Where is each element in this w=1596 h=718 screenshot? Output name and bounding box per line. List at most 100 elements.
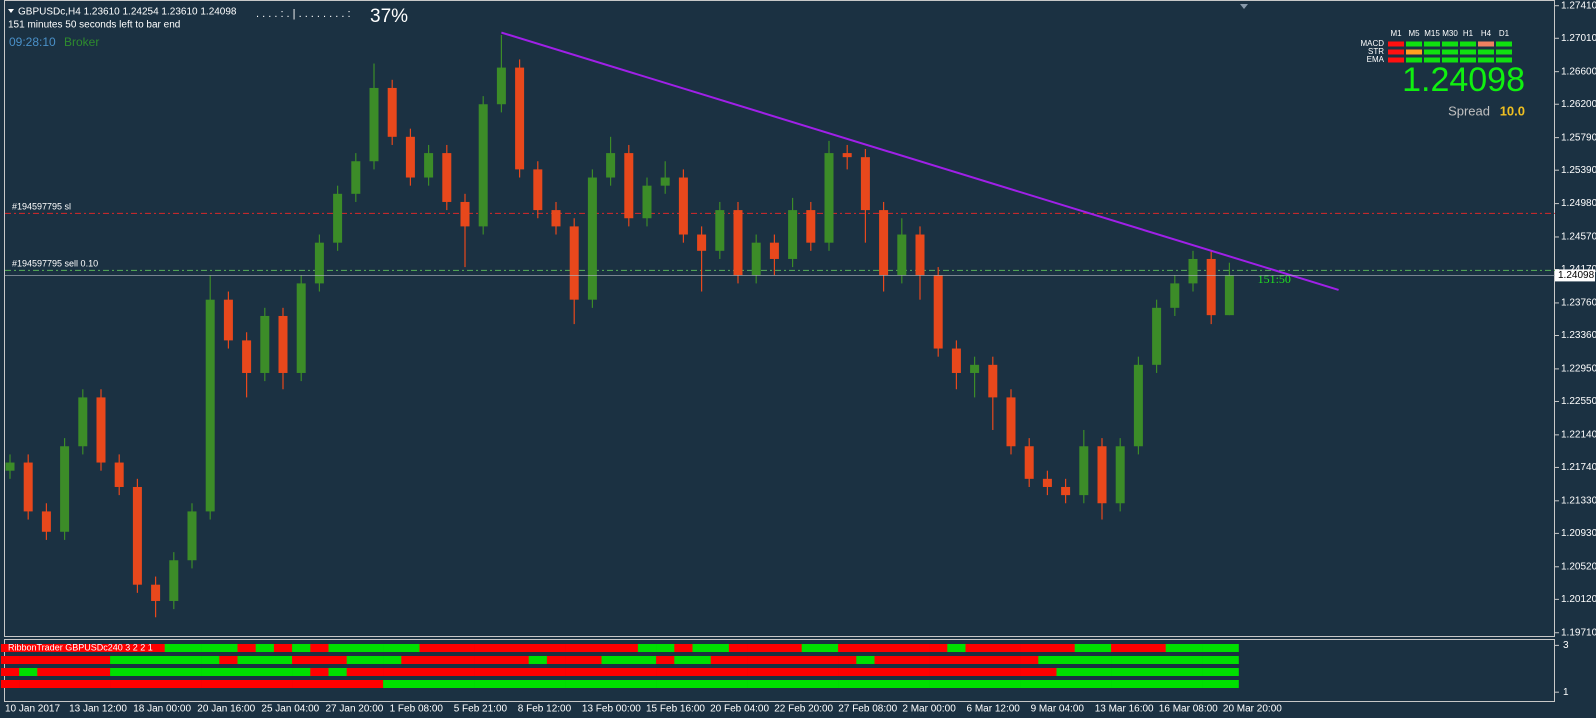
ribbon-cell bbox=[364, 656, 384, 664]
y-tick-label: 1.22950 bbox=[1561, 364, 1596, 375]
indicator-cell bbox=[1406, 41, 1422, 47]
y-tick-label: 1.21330 bbox=[1561, 495, 1596, 506]
ribbon-cell bbox=[1220, 668, 1239, 676]
candle-body bbox=[424, 153, 434, 178]
ribbon-cell bbox=[710, 680, 730, 688]
symbol-menu-arrow[interactable] bbox=[8, 9, 14, 13]
candle-body bbox=[1024, 446, 1034, 479]
ribbon-cell bbox=[0, 644, 20, 652]
ribbon-cell bbox=[947, 656, 966, 664]
x-tick-label: 13 Jan 12:00 bbox=[69, 704, 127, 715]
ribbon-cell bbox=[1111, 668, 1130, 676]
x-tick-label: 27 Feb 08:00 bbox=[838, 704, 897, 715]
order-level-label: #194597795 sell 0.10 bbox=[12, 259, 98, 269]
ribbon-cell bbox=[128, 680, 147, 688]
ribbon-cell bbox=[164, 680, 184, 688]
trendline bbox=[501, 31, 1339, 291]
ribbon-cell bbox=[546, 668, 566, 676]
timeframe-label: H4 bbox=[1481, 29, 1492, 38]
indicator-cell bbox=[1478, 41, 1494, 47]
candle-body bbox=[1152, 307, 1162, 365]
y-tick-label: 1.23760 bbox=[1561, 298, 1596, 309]
indicator-label: MACD bbox=[1360, 39, 1384, 48]
spread-value: 10.0 bbox=[1500, 103, 1525, 118]
ribbon-cell bbox=[182, 668, 202, 676]
candle-body bbox=[351, 161, 361, 194]
candle-body bbox=[1170, 283, 1180, 308]
ribbon-cell bbox=[965, 656, 984, 664]
ribbon-cell bbox=[747, 656, 766, 664]
ribbon-cell bbox=[146, 656, 165, 664]
ribbon-cell bbox=[565, 668, 584, 676]
order-level-label: #194597795 sl bbox=[12, 202, 71, 212]
ribbon-cell bbox=[801, 656, 821, 664]
candle-body bbox=[715, 210, 725, 251]
x-tick-label: 20 Jan 16:00 bbox=[197, 704, 255, 715]
y-tick-label: 1.27410 bbox=[1561, 0, 1596, 11]
ribbon-cell bbox=[164, 644, 184, 652]
ribbon-cell bbox=[73, 656, 93, 664]
x-tick-label: 13 Feb 00:00 bbox=[582, 704, 641, 715]
x-tick-label: 22 Feb 20:00 bbox=[774, 704, 833, 715]
ribbon-cell bbox=[1092, 668, 1112, 676]
indicator-cell bbox=[1460, 57, 1476, 63]
candle-body bbox=[223, 299, 233, 341]
ribbon-cell bbox=[874, 668, 893, 676]
x-tick-label: 8 Feb 12:00 bbox=[518, 704, 572, 715]
ribbon-cell bbox=[110, 680, 129, 688]
ribbon-cell bbox=[19, 668, 38, 676]
ribbon-cell bbox=[528, 644, 548, 652]
ribbon-cell bbox=[219, 680, 238, 688]
candle-body bbox=[478, 104, 488, 227]
ribbon-cell bbox=[237, 668, 256, 676]
ribbon-cell bbox=[474, 668, 493, 676]
ribbon-cell bbox=[437, 680, 457, 688]
ribbon-cell bbox=[783, 668, 802, 676]
ribbon-cell bbox=[674, 644, 693, 652]
ribbon-cell bbox=[892, 644, 912, 652]
ribbon-cell bbox=[1111, 656, 1130, 664]
candle-body bbox=[1115, 446, 1125, 504]
ribbon-cell bbox=[1074, 680, 1094, 688]
ribbon-cell bbox=[710, 656, 730, 664]
y-tick-label: 1.22140 bbox=[1561, 429, 1596, 440]
ribbon-cell bbox=[73, 644, 93, 652]
indicator-cell bbox=[1478, 57, 1494, 63]
ribbon-cell bbox=[656, 668, 675, 676]
ribbon-cell bbox=[965, 668, 984, 676]
ribbon-cell bbox=[73, 680, 93, 688]
timeframe-label: M30 bbox=[1442, 29, 1458, 38]
ribbon-cell bbox=[19, 656, 38, 664]
ribbon-cell bbox=[1129, 668, 1148, 676]
candle-body bbox=[970, 364, 980, 373]
ribbon-cell bbox=[546, 644, 566, 652]
y-tick-label: 1.26200 bbox=[1561, 99, 1596, 110]
ribbon-cell bbox=[528, 680, 548, 688]
ribbon-cell bbox=[328, 656, 347, 664]
ribbon-cell bbox=[838, 644, 857, 652]
ribbon-cell bbox=[583, 644, 602, 652]
ribbon-cell bbox=[1020, 668, 1039, 676]
ribbon-cell bbox=[474, 644, 493, 652]
ribbon-cell bbox=[0, 668, 20, 676]
ribbon-cell bbox=[856, 668, 875, 676]
ribbon-cell bbox=[601, 668, 620, 676]
ribbon-cell bbox=[1038, 680, 1057, 688]
x-tick-label: 20 Mar 20:00 bbox=[1223, 704, 1282, 715]
ribbon-cell bbox=[37, 644, 56, 652]
indicator-cell bbox=[1442, 41, 1458, 47]
ribbon-cell bbox=[1165, 656, 1185, 664]
ribbon-cell bbox=[219, 644, 238, 652]
x-tick-label: 20 Feb 04:00 bbox=[710, 704, 769, 715]
ribbon-cell bbox=[765, 668, 784, 676]
ribbon-cell bbox=[874, 656, 893, 664]
ribbon-cell bbox=[619, 668, 639, 676]
ribbon-cell bbox=[965, 680, 984, 688]
ribbon-cell bbox=[492, 644, 511, 652]
ribbon-cell bbox=[237, 680, 256, 688]
ribbon-cell bbox=[546, 656, 566, 664]
ribbon-cell bbox=[346, 680, 366, 688]
ribbon-cell bbox=[510, 644, 529, 652]
candle-body bbox=[824, 153, 834, 243]
ribbon-cell bbox=[364, 644, 384, 652]
